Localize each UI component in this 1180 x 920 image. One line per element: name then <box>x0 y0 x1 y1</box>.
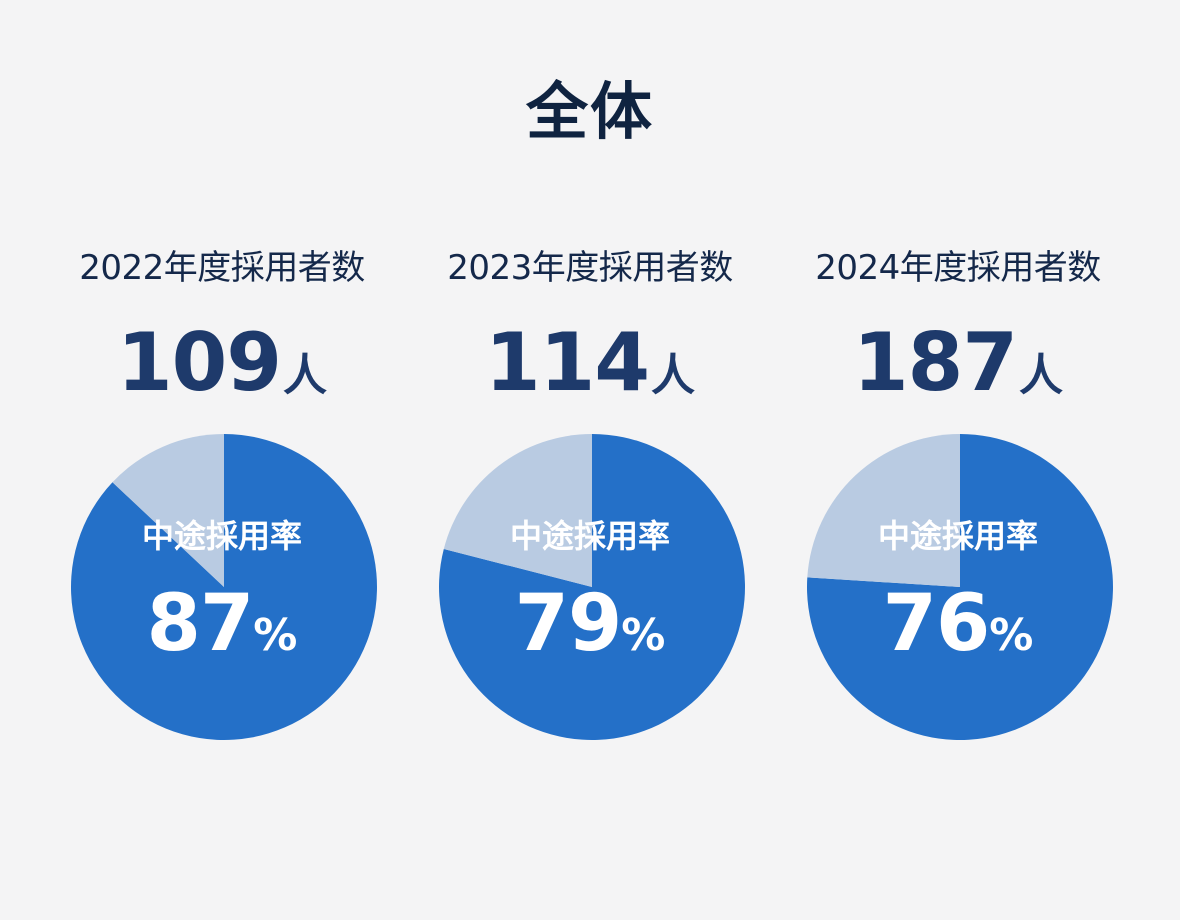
pie-chart <box>439 434 746 740</box>
hire-count-unit: 人 <box>651 350 695 401</box>
chart-2023: 2023年度採用者数 114人 中途採用率 79% <box>410 0 770 920</box>
hire-count-unit: 人 <box>283 350 327 401</box>
pie-rate-value: 79 <box>514 579 623 669</box>
pie-slice-mid-career <box>806 434 1113 740</box>
hire-count-value: 114 <box>485 316 650 409</box>
hire-count: 114人 <box>410 318 770 430</box>
pie-rate-unit: % <box>989 610 1034 661</box>
pie-center-label: 中途採用率 <box>877 517 1038 555</box>
pie-rate: 79% <box>410 574 770 695</box>
chart-label: 2023年度採用者数 <box>447 248 733 288</box>
chart-label: 2022年度採用者数 <box>79 248 365 288</box>
pie-slice-other <box>807 434 960 587</box>
hire-count-value: 187 <box>853 316 1018 409</box>
page-title: 全体 <box>525 75 654 148</box>
pie-chart <box>70 434 377 740</box>
hire-count-unit: 人 <box>1019 350 1063 401</box>
pie-center-label: 中途採用率 <box>141 517 302 555</box>
hire-count: 187人 <box>778 318 1138 430</box>
pie-rate-unit: % <box>621 610 666 661</box>
pie-rate-value: 76 <box>882 579 991 669</box>
pie-center-label: 中途採用率 <box>509 517 670 555</box>
hire-count-value: 109 <box>117 316 282 409</box>
pie-rate-unit: % <box>253 610 298 661</box>
pie-slice-mid-career <box>439 434 746 740</box>
pie-rate: 87% <box>42 574 402 695</box>
pie-rate: 76% <box>778 574 1138 695</box>
chart-2022: 2022年度採用者数 109人 中途採用率 87% <box>42 0 402 920</box>
chart-label: 2024年度採用者数 <box>815 248 1101 288</box>
hire-count: 109人 <box>42 318 402 430</box>
pie-rate-value: 87 <box>146 579 255 669</box>
chart-2024: 2024年度採用者数 187人 中途採用率 76% <box>778 0 1138 920</box>
pie-slice-other <box>443 434 592 587</box>
pie-chart <box>806 434 1113 740</box>
pie-slice-other <box>112 434 224 587</box>
pie-slice-mid-career <box>70 434 377 740</box>
